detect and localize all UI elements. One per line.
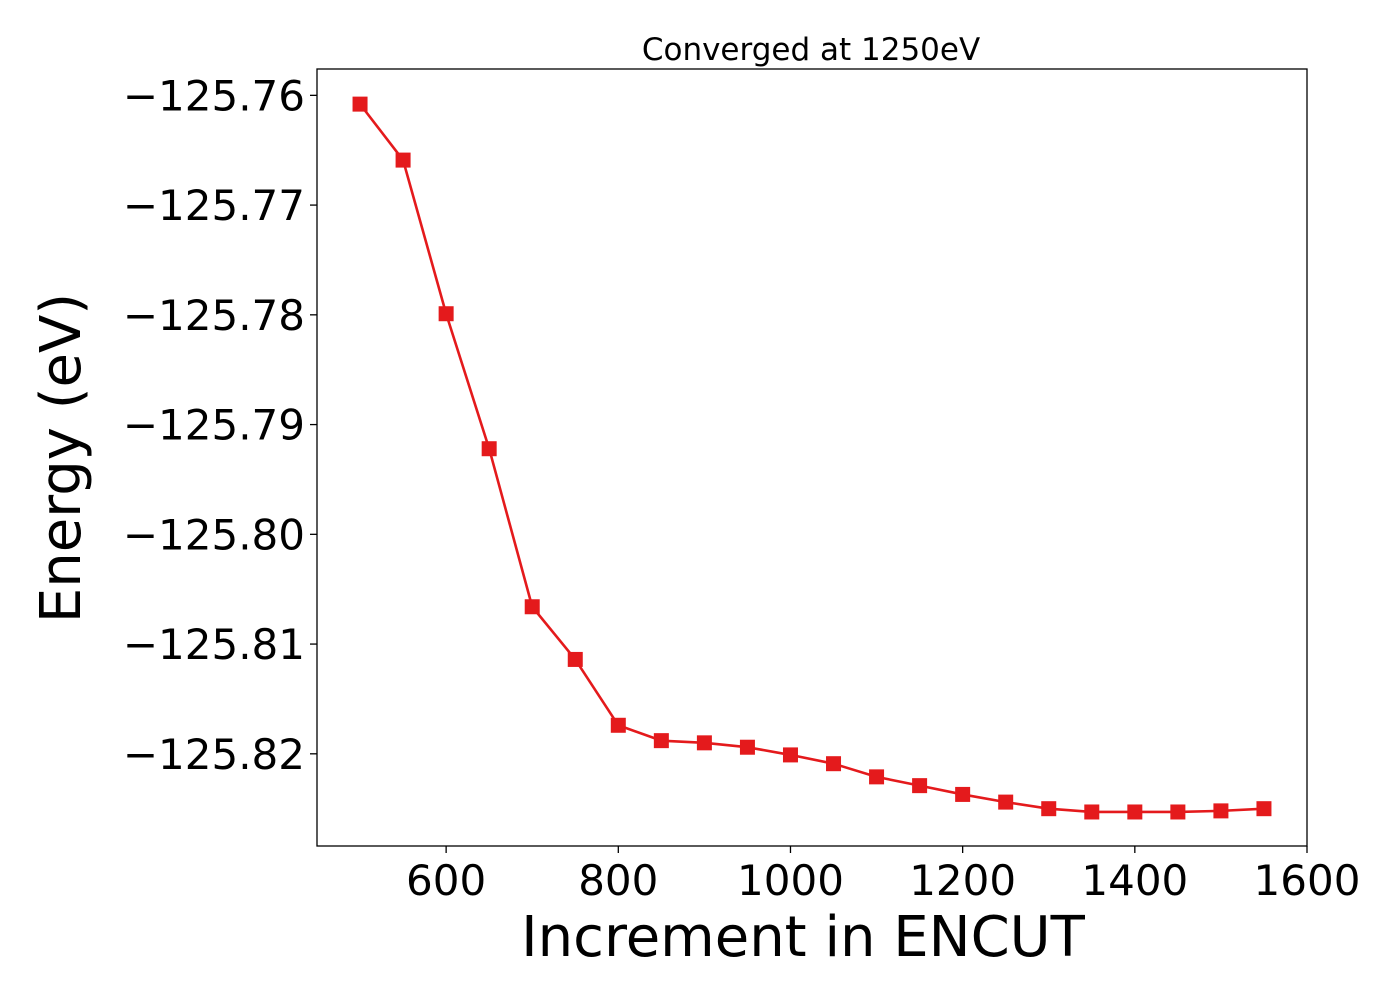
x-axis-title: Increment in ENCUT [521,905,1086,970]
x-tick-label: 1000 [737,856,844,905]
series-line [359,103,1265,814]
chart-title: Converged at 1250eV [642,32,980,68]
data-point-marker [438,306,454,322]
x-tick-label: 1400 [1081,856,1188,905]
y-tick-label: −125.81 [123,620,305,669]
data-point-marker [481,441,497,457]
data-point-marker [653,733,669,749]
data-point-marker [912,778,928,794]
data-point-marker [1084,804,1100,820]
plot-layer [352,96,1272,820]
data-point-marker [567,651,583,667]
data-point-marker [395,152,411,168]
x-axis-ticks: 600 800 1000 1200 1400 1600 [406,846,1360,905]
data-point-marker [782,747,798,763]
data-point-marker [1213,803,1229,819]
data-point-marker [739,739,755,755]
data-point-marker [1256,801,1272,817]
y-tick-label: −125.77 [123,181,305,230]
y-tick-label: −125.76 [123,71,305,120]
y-axis-title: Energy (eV) [29,293,94,623]
data-point-marker [826,756,842,772]
data-point-marker [955,786,971,802]
data-point-marker [998,794,1014,810]
data-point-marker [1127,804,1143,820]
y-tick-label: −125.80 [123,510,305,559]
data-point-marker [352,96,368,112]
data-point-marker [869,769,885,785]
y-tick-label: −125.79 [123,401,305,450]
plot-frame [316,68,1308,847]
x-tick-label: 1200 [909,856,1016,905]
x-tick-label: 1600 [1254,856,1361,905]
y-tick-label: −125.82 [123,730,305,779]
data-point-marker [1170,804,1186,820]
x-tick-label: 600 [406,856,486,905]
x-tick-label: 800 [578,856,658,905]
data-point-marker [696,735,712,751]
data-point-marker [524,599,540,615]
data-point-marker [610,717,626,733]
y-tick-label: −125.78 [123,291,305,340]
y-axis-ticks: −125.76 −125.77 −125.78 −125.79 −125.80 −125.… [123,71,317,779]
data-point-marker [1041,801,1057,817]
